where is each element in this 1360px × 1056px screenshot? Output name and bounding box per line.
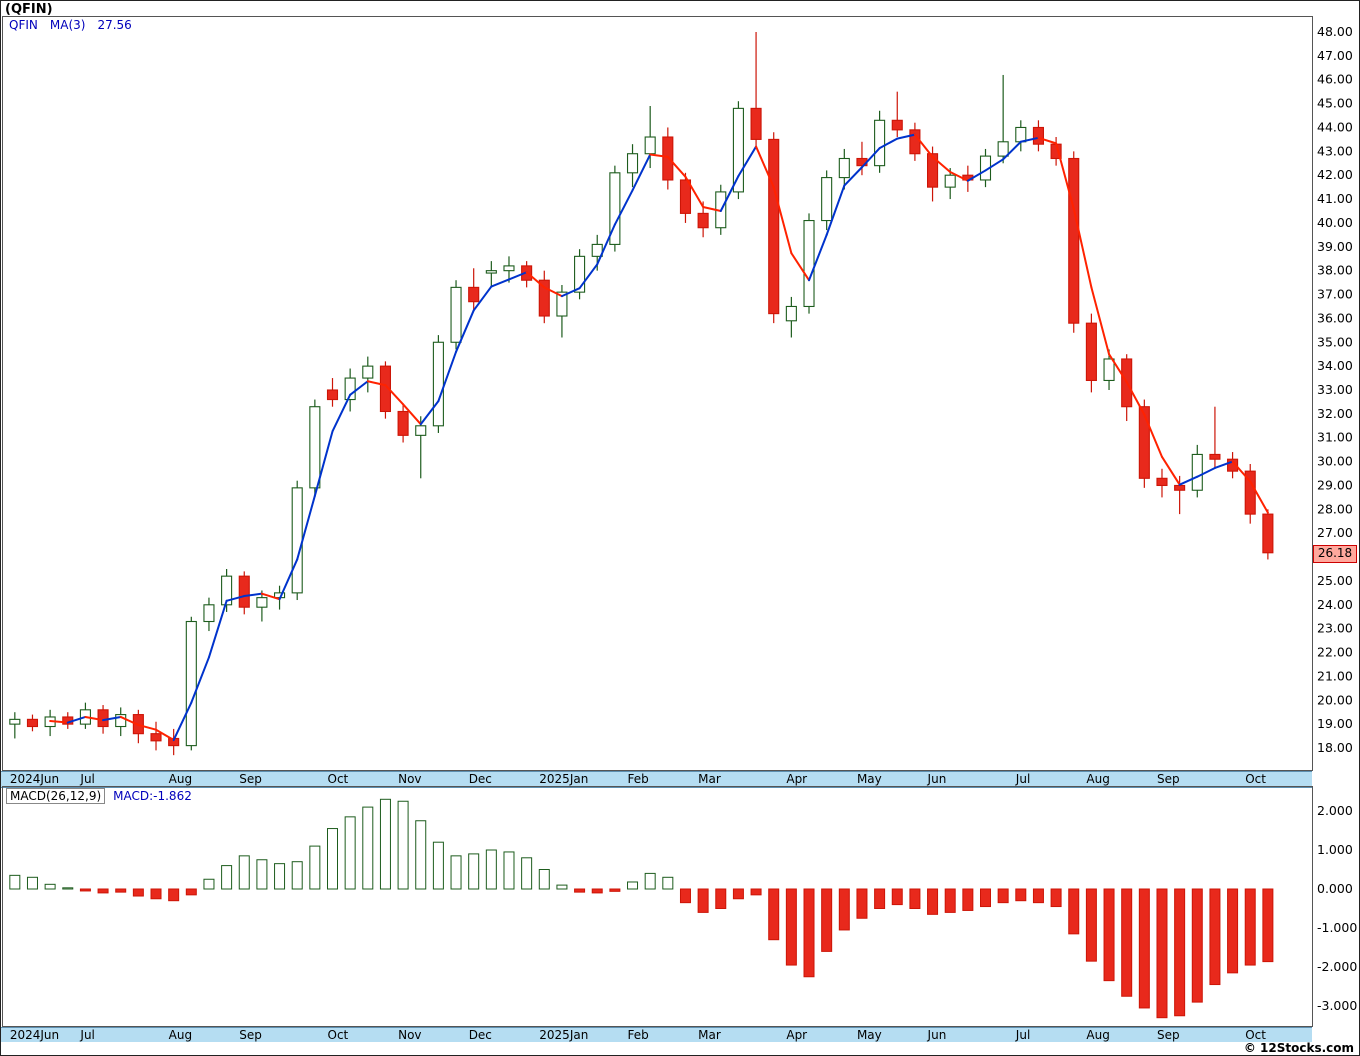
svg-text:21.00: 21.00 bbox=[1317, 668, 1353, 683]
month-label: Dec bbox=[468, 1028, 492, 1042]
svg-text:28.00: 28.00 bbox=[1317, 501, 1353, 516]
svg-text:36.00: 36.00 bbox=[1317, 310, 1353, 325]
svg-text:-3.000: -3.000 bbox=[1317, 998, 1357, 1013]
svg-text:25.00: 25.00 bbox=[1317, 573, 1353, 588]
svg-text:0.000: 0.000 bbox=[1317, 881, 1353, 896]
svg-text:43.00: 43.00 bbox=[1317, 143, 1353, 158]
month-label: Sep bbox=[1156, 772, 1180, 786]
month-label: Mar bbox=[698, 1028, 721, 1042]
svg-text:-2.000: -2.000 bbox=[1317, 959, 1357, 974]
svg-text:-1.000: -1.000 bbox=[1317, 920, 1357, 935]
svg-text:1.000: 1.000 bbox=[1317, 842, 1353, 857]
month-label: Aug bbox=[1086, 1028, 1110, 1042]
svg-text:37.00: 37.00 bbox=[1317, 287, 1353, 302]
svg-text:35.00: 35.00 bbox=[1317, 334, 1353, 349]
macd-chart: 2.000 1.000 0.000 -1.000 -2.000 -3.000 bbox=[2, 786, 1357, 1027]
svg-text:30.00: 30.00 bbox=[1317, 454, 1353, 469]
price-chart: 48.00 47.00 46.00 45.00 44.00 43.00 42.00 41.00… bbox=[2, 16, 1353, 771]
svg-text:42.00: 42.00 bbox=[1317, 167, 1353, 182]
month-label: Aug bbox=[168, 772, 193, 786]
svg-text:38.00: 38.00 bbox=[1317, 263, 1353, 278]
page-title: (QFIN) bbox=[5, 2, 53, 17]
month-label: Apr bbox=[786, 772, 808, 786]
svg-text:22.00: 22.00 bbox=[1317, 645, 1353, 660]
macd-value: MACD:-1.862 bbox=[113, 789, 192, 803]
svg-text:20.00: 20.00 bbox=[1317, 692, 1353, 707]
month-label: Nov bbox=[398, 1028, 422, 1042]
month-label: 2025Jan bbox=[539, 1028, 589, 1042]
month-label: Sep bbox=[1156, 1028, 1180, 1042]
svg-text:24.00: 24.00 bbox=[1317, 597, 1353, 612]
price-y-axis-labels: 48.00 47.00 46.00 45.00 44.00 43.00 42.00 41.00… bbox=[1317, 24, 1353, 755]
month-label: 2024Jun bbox=[9, 772, 60, 786]
copyright: © 12Stocks.com bbox=[1243, 1041, 1354, 1055]
month-label: Feb bbox=[627, 772, 649, 786]
month-label: Jul bbox=[80, 1028, 95, 1042]
month-label: Oct bbox=[1245, 772, 1266, 786]
svg-text:31.00: 31.00 bbox=[1317, 430, 1353, 445]
legend-ma-label: MA(3) bbox=[49, 18, 86, 32]
month-label: Nov bbox=[398, 772, 422, 786]
macd-params: MACD(26,12,9) bbox=[6, 788, 106, 804]
price-legend: QFIN MA(3) 27.56 bbox=[9, 18, 144, 32]
ma-line bbox=[49, 133, 1269, 742]
title-row: (QFIN) bbox=[1, 1, 1359, 17]
last-price-tag: 26.18 bbox=[1313, 544, 1357, 563]
month-label: May bbox=[856, 772, 882, 786]
macd-y-axis-labels: 2.000 1.000 0.000 -1.000 -2.000 -3.000 bbox=[1317, 803, 1357, 1013]
month-label: Oct bbox=[327, 1028, 349, 1042]
month-label: Sep bbox=[239, 1028, 262, 1042]
month-label: Dec bbox=[468, 772, 492, 786]
month-label: Apr bbox=[786, 1028, 808, 1042]
svg-text:41.00: 41.00 bbox=[1317, 191, 1353, 206]
month-label: Jul bbox=[80, 772, 95, 786]
month-label: Aug bbox=[1086, 772, 1110, 786]
svg-text:48.00: 48.00 bbox=[1317, 24, 1353, 39]
svg-text:19.00: 19.00 bbox=[1317, 716, 1353, 731]
month-label: Oct bbox=[327, 772, 349, 786]
footer: © 12Stocks.com bbox=[1, 1041, 1359, 1055]
svg-text:27.00: 27.00 bbox=[1317, 525, 1353, 540]
svg-text:39.00: 39.00 bbox=[1317, 239, 1353, 254]
macd-plot-border bbox=[2, 786, 1313, 1027]
legend-symbol: QFIN bbox=[9, 18, 38, 32]
svg-text:45.00: 45.00 bbox=[1317, 96, 1353, 111]
svg-text:40.00: 40.00 bbox=[1317, 215, 1353, 230]
svg-text:32.00: 32.00 bbox=[1317, 406, 1353, 421]
month-label: May bbox=[856, 1028, 882, 1042]
month-label: Oct bbox=[1245, 1028, 1266, 1042]
month-label: Jun bbox=[927, 1028, 947, 1042]
svg-text:34.00: 34.00 bbox=[1317, 358, 1353, 373]
month-label: 2025Jan bbox=[539, 772, 589, 786]
candlesticks bbox=[9, 32, 1274, 756]
month-label: Jul bbox=[1015, 1028, 1031, 1042]
month-label: Sep bbox=[239, 772, 262, 786]
month-label: Feb bbox=[627, 1028, 649, 1042]
month-label: Aug bbox=[168, 1028, 193, 1042]
month-label: Mar bbox=[698, 772, 721, 786]
macd-histogram bbox=[9, 798, 1274, 1019]
x-axis-month-band-price: 2024Jun Jul Aug Sep Oct Nov Dec 2025Jan Feb Mar Ap… bbox=[1, 771, 1312, 788]
svg-text:46.00: 46.00 bbox=[1317, 72, 1353, 87]
svg-text:44.00: 44.00 bbox=[1317, 119, 1353, 134]
macd-legend: MACD(26,12,9) MACD:-1.862 bbox=[6, 788, 192, 804]
svg-text:2.000: 2.000 bbox=[1317, 803, 1353, 818]
svg-text:23.00: 23.00 bbox=[1317, 621, 1353, 636]
svg-text:18.00: 18.00 bbox=[1317, 740, 1353, 755]
month-label: Jun bbox=[927, 772, 947, 786]
svg-text:33.00: 33.00 bbox=[1317, 382, 1353, 397]
month-label: Jul bbox=[1015, 772, 1031, 786]
legend-ma-value: 27.56 bbox=[97, 18, 132, 32]
month-label: 2024Jun bbox=[9, 1028, 60, 1042]
svg-text:29.00: 29.00 bbox=[1317, 477, 1353, 492]
svg-text:47.00: 47.00 bbox=[1317, 48, 1353, 63]
price-plot-border bbox=[2, 16, 1313, 771]
